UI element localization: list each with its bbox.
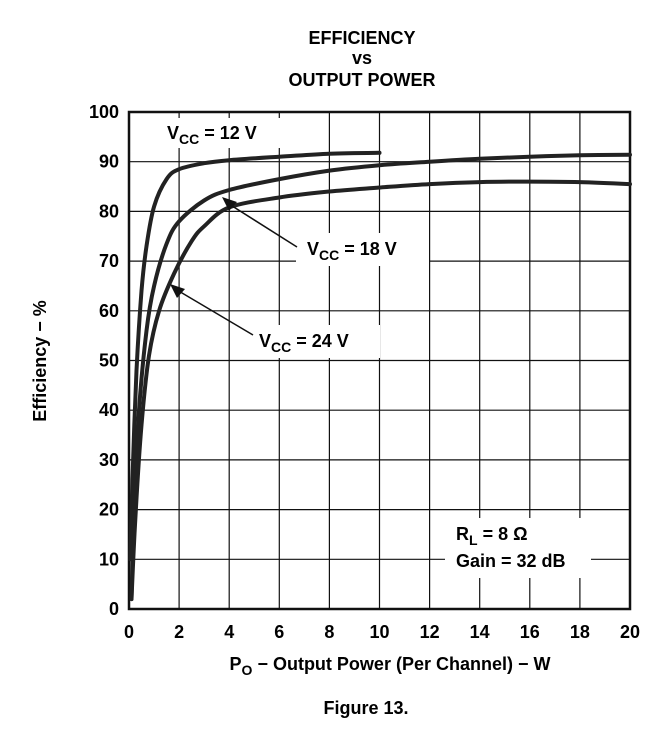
y-tick-label: 0: [109, 599, 119, 619]
y-tick-labels: 0 10 20 30 40 50 60 70 80 90 100: [89, 102, 119, 619]
vcc24-label-bg: [252, 325, 380, 358]
y-tick-label: 90: [99, 152, 119, 172]
figure-caption: Figure 13.: [323, 698, 408, 718]
y-tick-label: 50: [99, 351, 119, 371]
y-axis-label: Efficiency − %: [30, 300, 50, 422]
x-tick-label: 16: [520, 622, 540, 642]
gain-label: Gain = 32 dB: [456, 551, 566, 571]
vcc18-label-bg: [296, 233, 429, 266]
x-tick-label: 18: [570, 622, 590, 642]
plot-frame: [127, 110, 632, 611]
x-tick-label: 4: [224, 622, 234, 642]
x-tick-label: 12: [420, 622, 440, 642]
vcc-18v-curve: [129, 152, 632, 602]
vcc24-arrowhead: [170, 284, 185, 298]
y-tick-label: 20: [99, 500, 119, 520]
y-tick-label: 10: [99, 549, 119, 569]
x-tick-label: 2: [174, 622, 184, 642]
vcc18-arrowhead: [222, 197, 237, 211]
x-tick-label: 14: [470, 622, 490, 642]
x-tick-label: 20: [620, 622, 640, 642]
chart-title-line-1: EFFICIENCY: [308, 28, 415, 48]
vcc12-label: VCC = 12 V: [167, 123, 257, 147]
conditions-bg: [445, 518, 591, 578]
vcc-12v-curve: [128, 150, 382, 562]
x-tick-label: 0: [124, 622, 134, 642]
x-tick-label: 8: [324, 622, 334, 642]
x-tick-label: 6: [274, 622, 284, 642]
vcc18-label: VCC = 18 V: [307, 239, 397, 263]
vcc-24v-curve: [129, 179, 632, 602]
y-tick-label: 70: [99, 251, 119, 271]
chart-title-line-3: OUTPUT POWER: [289, 70, 436, 90]
y-tick-label: 60: [99, 301, 119, 321]
vcc24-arrow-line: [176, 289, 254, 336]
chart-title-line-2: vs: [352, 48, 372, 68]
vcc24-label: VCC = 24 V: [259, 331, 349, 355]
vcc12-label-bg: [160, 118, 282, 148]
x-tick-label: 10: [369, 622, 389, 642]
x-axis-label: PO − Output Power (Per Channel) − W: [230, 654, 551, 678]
series-lines: [128, 150, 632, 602]
y-tick-label: 80: [99, 201, 119, 221]
y-tick-label: 30: [99, 450, 119, 470]
y-tick-label: 100: [89, 102, 119, 122]
load-resistance-label: RL = 8 Ω: [456, 524, 528, 548]
x-tick-labels: 0 2 4 6 8 10 12 14 16 18 20: [124, 622, 640, 642]
y-tick-label: 40: [99, 400, 119, 420]
vcc18-arrow-line: [228, 203, 298, 248]
